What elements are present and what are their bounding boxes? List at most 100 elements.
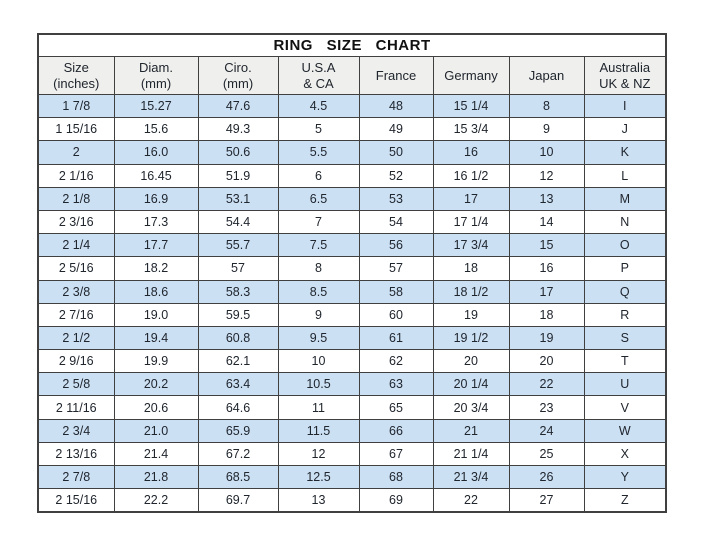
cell-japan: 13 bbox=[508, 186, 585, 211]
col-header-line: Japan bbox=[528, 67, 565, 83]
table-row: 2 13/16 21.4 67.2 12 67 21 1/4 25 X bbox=[37, 441, 667, 467]
cell-france: 54 bbox=[358, 209, 434, 235]
cell-australia-uk-nz: P bbox=[583, 256, 667, 281]
cell-ciro-mm: 55.7 bbox=[197, 233, 279, 258]
cell-france: 58 bbox=[358, 279, 434, 304]
cell-usa-ca: 8.5 bbox=[277, 279, 360, 304]
cell-usa-ca: 7.5 bbox=[277, 233, 360, 258]
cell-australia-uk-nz: Y bbox=[583, 464, 667, 490]
table-row: 2 5/16 18.2 57 8 57 18 16 P bbox=[37, 256, 667, 281]
cell-france: 63 bbox=[358, 372, 434, 397]
table-row: 1 15/16 15.6 49.3 5 49 15 3/4 9 J bbox=[37, 117, 667, 142]
cell-size-inches: 2 1/8 bbox=[37, 186, 115, 211]
cell-australia-uk-nz: T bbox=[583, 349, 667, 374]
cell-australia-uk-nz: J bbox=[583, 117, 667, 142]
table-row: 2 9/16 19.9 62.1 10 62 20 20 T bbox=[37, 349, 667, 374]
cell-france: 68 bbox=[358, 464, 434, 490]
cell-ciro-mm: 49.3 bbox=[197, 117, 279, 142]
cell-germany: 22 bbox=[432, 488, 510, 513]
cell-diam-mm: 16.9 bbox=[113, 186, 199, 211]
col-header-japan: Japan bbox=[508, 56, 585, 95]
table-row: 2 15/16 22.2 69.7 13 69 22 27 Z bbox=[37, 488, 667, 513]
cell-usa-ca: 6 bbox=[277, 163, 360, 188]
table-row: 1 7/8 15.27 47.6 4.5 48 15 1/4 8 I bbox=[37, 93, 667, 119]
cell-france: 56 bbox=[358, 233, 434, 258]
cell-usa-ca: 4.5 bbox=[277, 93, 360, 119]
cell-japan: 8 bbox=[508, 93, 585, 119]
cell-diam-mm: 18.6 bbox=[113, 279, 199, 304]
cell-usa-ca: 7 bbox=[277, 209, 360, 235]
cell-japan: 17 bbox=[508, 279, 585, 304]
cell-france: 48 bbox=[358, 93, 434, 119]
cell-diam-mm: 19.0 bbox=[113, 302, 199, 327]
col-header-size-inches: Size (inches) bbox=[37, 56, 115, 95]
cell-diam-mm: 22.2 bbox=[113, 488, 199, 513]
cell-ciro-mm: 67.2 bbox=[197, 441, 279, 467]
cell-diam-mm: 15.27 bbox=[113, 93, 199, 119]
cell-australia-uk-nz: I bbox=[583, 93, 667, 119]
cell-germany: 15 1/4 bbox=[432, 93, 510, 119]
ring-size-chart-table: RING SIZE CHART Size (inches) Diam. (mm)… bbox=[37, 33, 668, 514]
cell-ciro-mm: 54.4 bbox=[197, 209, 279, 235]
col-header-line: Size bbox=[63, 59, 89, 75]
cell-usa-ca: 5 bbox=[277, 117, 360, 142]
cell-ciro-mm: 63.4 bbox=[197, 372, 279, 397]
cell-ciro-mm: 50.6 bbox=[197, 140, 279, 165]
cell-size-inches: 2 7/16 bbox=[37, 302, 115, 327]
cell-japan: 14 bbox=[508, 209, 585, 235]
table-row: 2 11/16 20.6 64.6 11 65 20 3/4 23 V bbox=[37, 395, 667, 420]
table-row: 2 1/4 17.7 55.7 7.5 56 17 3/4 15 O bbox=[37, 233, 667, 258]
cell-usa-ca: 8 bbox=[277, 256, 360, 281]
cell-australia-uk-nz: Z bbox=[583, 488, 667, 513]
cell-size-inches: 2 1/2 bbox=[37, 325, 115, 351]
col-header-line: U.S.A bbox=[301, 59, 336, 75]
cell-usa-ca: 12.5 bbox=[277, 464, 360, 490]
cell-australia-uk-nz: K bbox=[583, 140, 667, 165]
cell-size-inches: 1 15/16 bbox=[37, 117, 115, 142]
cell-ciro-mm: 57 bbox=[197, 256, 279, 281]
table-row: 2 5/8 20.2 63.4 10.5 63 20 1/4 22 U bbox=[37, 372, 667, 397]
cell-japan: 18 bbox=[508, 302, 585, 327]
cell-australia-uk-nz: W bbox=[583, 418, 667, 443]
cell-japan: 10 bbox=[508, 140, 585, 165]
cell-australia-uk-nz: U bbox=[583, 372, 667, 397]
cell-japan: 27 bbox=[508, 488, 585, 513]
cell-diam-mm: 20.2 bbox=[113, 372, 199, 397]
cell-australia-uk-nz: S bbox=[583, 325, 667, 351]
table-row: 2 1/2 19.4 60.8 9.5 61 19 1/2 19 S bbox=[37, 325, 667, 351]
cell-germany: 19 1/2 bbox=[432, 325, 510, 351]
cell-japan: 15 bbox=[508, 233, 585, 258]
cell-size-inches: 2 9/16 bbox=[37, 349, 115, 374]
col-header-line: (inches) bbox=[53, 75, 100, 91]
cell-germany: 17 3/4 bbox=[432, 233, 510, 258]
cell-germany: 19 bbox=[432, 302, 510, 327]
col-header-line: & CA bbox=[303, 75, 334, 91]
cell-germany: 20 bbox=[432, 349, 510, 374]
cell-france: 57 bbox=[358, 256, 434, 281]
cell-australia-uk-nz: O bbox=[583, 233, 667, 258]
cell-france: 69 bbox=[358, 488, 434, 513]
cell-diam-mm: 18.2 bbox=[113, 256, 199, 281]
cell-japan: 22 bbox=[508, 372, 585, 397]
cell-germany: 18 bbox=[432, 256, 510, 281]
cell-germany: 16 bbox=[432, 140, 510, 165]
col-header-line: (mm) bbox=[140, 75, 172, 91]
cell-diam-mm: 21.8 bbox=[113, 464, 199, 490]
cell-australia-uk-nz: M bbox=[583, 186, 667, 211]
cell-diam-mm: 17.7 bbox=[113, 233, 199, 258]
cell-australia-uk-nz: X bbox=[583, 441, 667, 467]
cell-diam-mm: 19.4 bbox=[113, 325, 199, 351]
cell-ciro-mm: 60.8 bbox=[197, 325, 279, 351]
cell-germany: 17 1/4 bbox=[432, 209, 510, 235]
cell-japan: 26 bbox=[508, 464, 585, 490]
cell-ciro-mm: 51.9 bbox=[197, 163, 279, 188]
cell-japan: 25 bbox=[508, 441, 585, 467]
cell-usa-ca: 12 bbox=[277, 441, 360, 467]
chart-title-row: RING SIZE CHART bbox=[37, 33, 667, 57]
cell-australia-uk-nz: L bbox=[583, 163, 667, 188]
table-body: 1 7/8 15.27 47.6 4.5 48 15 1/4 8 I 1 15/16 15.6 49… bbox=[37, 93, 667, 513]
cell-usa-ca: 5.5 bbox=[277, 140, 360, 165]
table-row: 2 1/16 16.45 51.9 6 52 16 1/2 12 L bbox=[37, 163, 667, 188]
cell-usa-ca: 11.5 bbox=[277, 418, 360, 443]
